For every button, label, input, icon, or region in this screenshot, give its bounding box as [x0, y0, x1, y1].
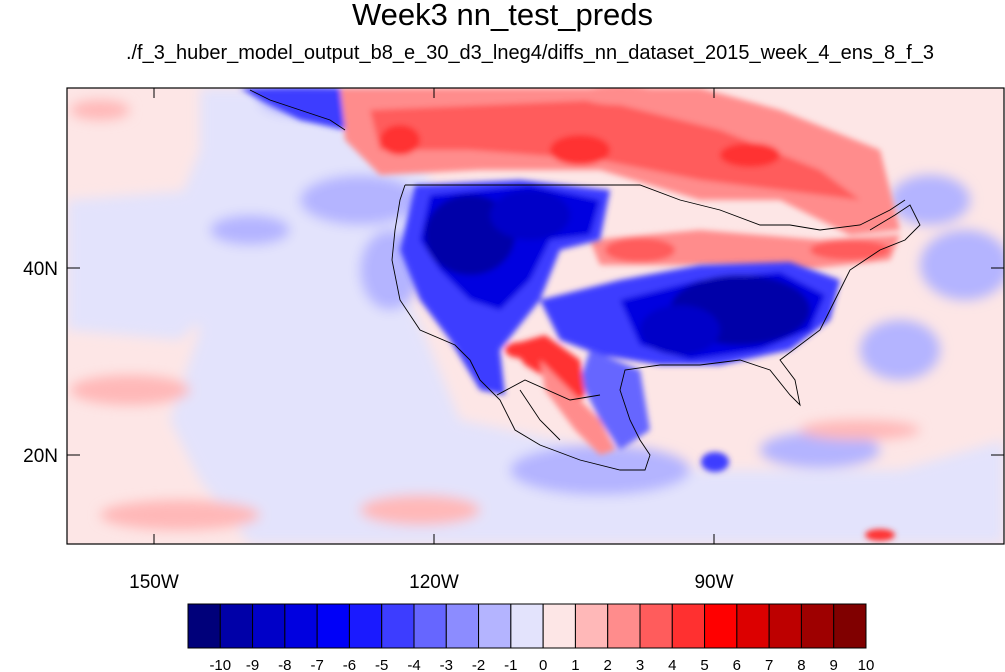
- colorbar-swatch: [219, 603, 254, 649]
- map-title: Week3 nn_test_preds: [351, 0, 653, 32]
- colorbar-swatch: [639, 603, 673, 649]
- colorbar-label: 1: [571, 657, 579, 672]
- colorbar-label: -8: [278, 657, 291, 672]
- latitude-ticks: [67, 267, 1004, 456]
- colorbar-swatch: [800, 603, 835, 649]
- colorbar-swatch: [413, 603, 447, 649]
- lat-label-40n: 40N: [23, 259, 58, 280]
- colorbar-label: -10: [209, 657, 231, 672]
- colorbar-swatch: [607, 603, 641, 649]
- colorbar-label: 5: [700, 657, 708, 672]
- colorbar-label: 2: [604, 657, 612, 672]
- colorbar-swatch: [348, 603, 383, 649]
- lon-label-90w: 90W: [694, 572, 733, 593]
- colorbar-swatch: [510, 603, 544, 649]
- anomaly-field-canada: [240, 88, 900, 270]
- colorbar-label: 7: [765, 657, 773, 672]
- colorbar-swatch: [704, 603, 738, 649]
- colorbar-label: -7: [310, 657, 323, 672]
- map-subtitle: ./f_3_huber_model_output_b8_e_30_d3_lneg…: [125, 42, 935, 64]
- colorbar-swatch: [187, 603, 221, 649]
- colorbar-label: 8: [797, 657, 805, 672]
- lon-label-120w: 120W: [409, 572, 459, 593]
- colorbar-swatch: [574, 603, 609, 649]
- colorbar-swatch: [671, 603, 706, 649]
- colorbar-swatch: [252, 603, 286, 649]
- lon-label-150w: 150W: [129, 572, 179, 593]
- colorbar-swatch: [284, 603, 318, 649]
- colorbar-label: -6: [343, 657, 356, 672]
- colorbar-swatch: [736, 603, 770, 649]
- colorbar-label: 10: [858, 657, 875, 672]
- colorbar-label: -9: [246, 657, 259, 672]
- colorbar-swatch: [542, 603, 576, 649]
- colorbar-swatch: [445, 603, 480, 649]
- lat-label-20n: 20N: [23, 446, 58, 467]
- colorbar-label: 9: [830, 657, 838, 672]
- colorbar-swatch: [316, 603, 350, 649]
- map-frame: [66, 87, 1005, 545]
- anomaly-field-us: [400, 180, 895, 541]
- longitude-labels: 150W 120W 90W: [129, 572, 733, 593]
- colorbar-label: -2: [472, 657, 485, 672]
- colorbar-label: -4: [407, 657, 420, 672]
- colorbar-label: -3: [440, 657, 453, 672]
- colorbar-label: 6: [733, 657, 741, 672]
- colorbar: -10 -9 -8 -7 -6 -5 -4 -3 -2 -1 0 1 2 3 4 5 6 7 8 9 10: [187, 603, 875, 672]
- longitude-ticks: [153, 88, 715, 544]
- political-boundaries: [249, 89, 921, 471]
- colorbar-label: 3: [636, 657, 644, 672]
- anomaly-field-broad: [67, 88, 1004, 544]
- colorbar-label: -1: [504, 657, 517, 672]
- colorbar-swatch: [478, 603, 512, 649]
- colorbar-swatch: [768, 603, 802, 649]
- latitude-labels: 40N 20N: [23, 259, 58, 467]
- map-plot-area: [67, 88, 1004, 544]
- colorbar-label: 4: [668, 657, 676, 672]
- colorbar-label: 0: [539, 657, 547, 672]
- colorbar-swatch: [381, 603, 415, 649]
- colorbar-swatch: [833, 603, 867, 649]
- colorbar-label: -5: [375, 657, 388, 672]
